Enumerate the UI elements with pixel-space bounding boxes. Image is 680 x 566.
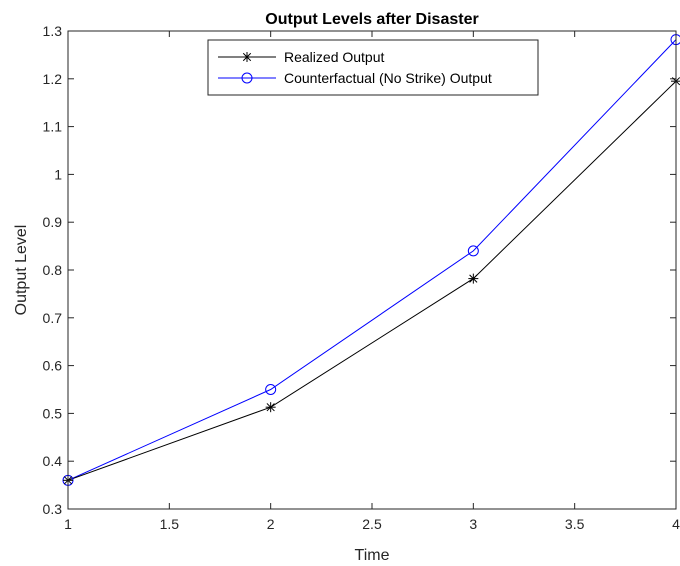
asterisk-stroke: [266, 403, 275, 412]
data-point-counterfactual: [467, 245, 479, 257]
asterisk-stroke: [469, 274, 478, 283]
y-tick-label: 1.1: [43, 119, 63, 135]
x-tick-label: 1.5: [160, 516, 180, 532]
y-tick-label: 1.2: [43, 71, 63, 87]
series-line-1: [67, 39, 677, 481]
legend: Realized Output Counterfactual (No Strike…: [207, 39, 539, 96]
y-tick-label: 0.3: [43, 501, 63, 517]
x-tick-label: 2: [267, 516, 275, 532]
y-tick-label: 0.9: [43, 214, 63, 230]
y-axis-label: Output Level: [13, 225, 30, 316]
y-tick-label: 0.4: [43, 453, 63, 469]
plot-frame: [67, 30, 677, 510]
asterisk-stroke: [242, 52, 252, 62]
y-tick-label: 1.3: [43, 23, 63, 39]
x-tick-label: 3: [469, 516, 477, 532]
legend-marker-counterfactual: [241, 72, 253, 84]
x-tick-label: 3.5: [565, 516, 585, 532]
x-tick-label: 1: [64, 516, 72, 532]
axis-ticks: 1 1.5 2 2.5 3 3.5 4 0.3 0.4 0.5 0.6 0.7 0.8 0.9 1 1.1 1.…: [43, 23, 680, 532]
legend-label-0: Realized Output: [284, 49, 385, 65]
x-axis-label: Time: [355, 547, 390, 564]
legend-label-1: Counterfactual (No Strike) Output: [284, 70, 492, 86]
y-tick-label: 0.5: [43, 405, 63, 421]
x-tick-label: 4: [672, 516, 680, 532]
y-tick-label: 0.8: [43, 262, 63, 278]
chart-title: Output Levels after Disaster: [265, 11, 478, 28]
plot-background: [68, 31, 676, 509]
data-point-realized: [265, 402, 276, 413]
series-lines: [67, 39, 677, 481]
y-tick-label: 1: [54, 166, 62, 182]
legend-box: [207, 39, 539, 96]
series-line-0: [67, 80, 677, 481]
x-tick-label: 2.5: [362, 516, 382, 532]
data-point-counterfactual: [265, 384, 277, 395]
y-tick-label: 0.6: [43, 358, 63, 374]
y-tick-label: 0.7: [43, 310, 63, 326]
legend-marker-realized: [242, 52, 252, 62]
data-point-realized: [468, 273, 479, 284]
